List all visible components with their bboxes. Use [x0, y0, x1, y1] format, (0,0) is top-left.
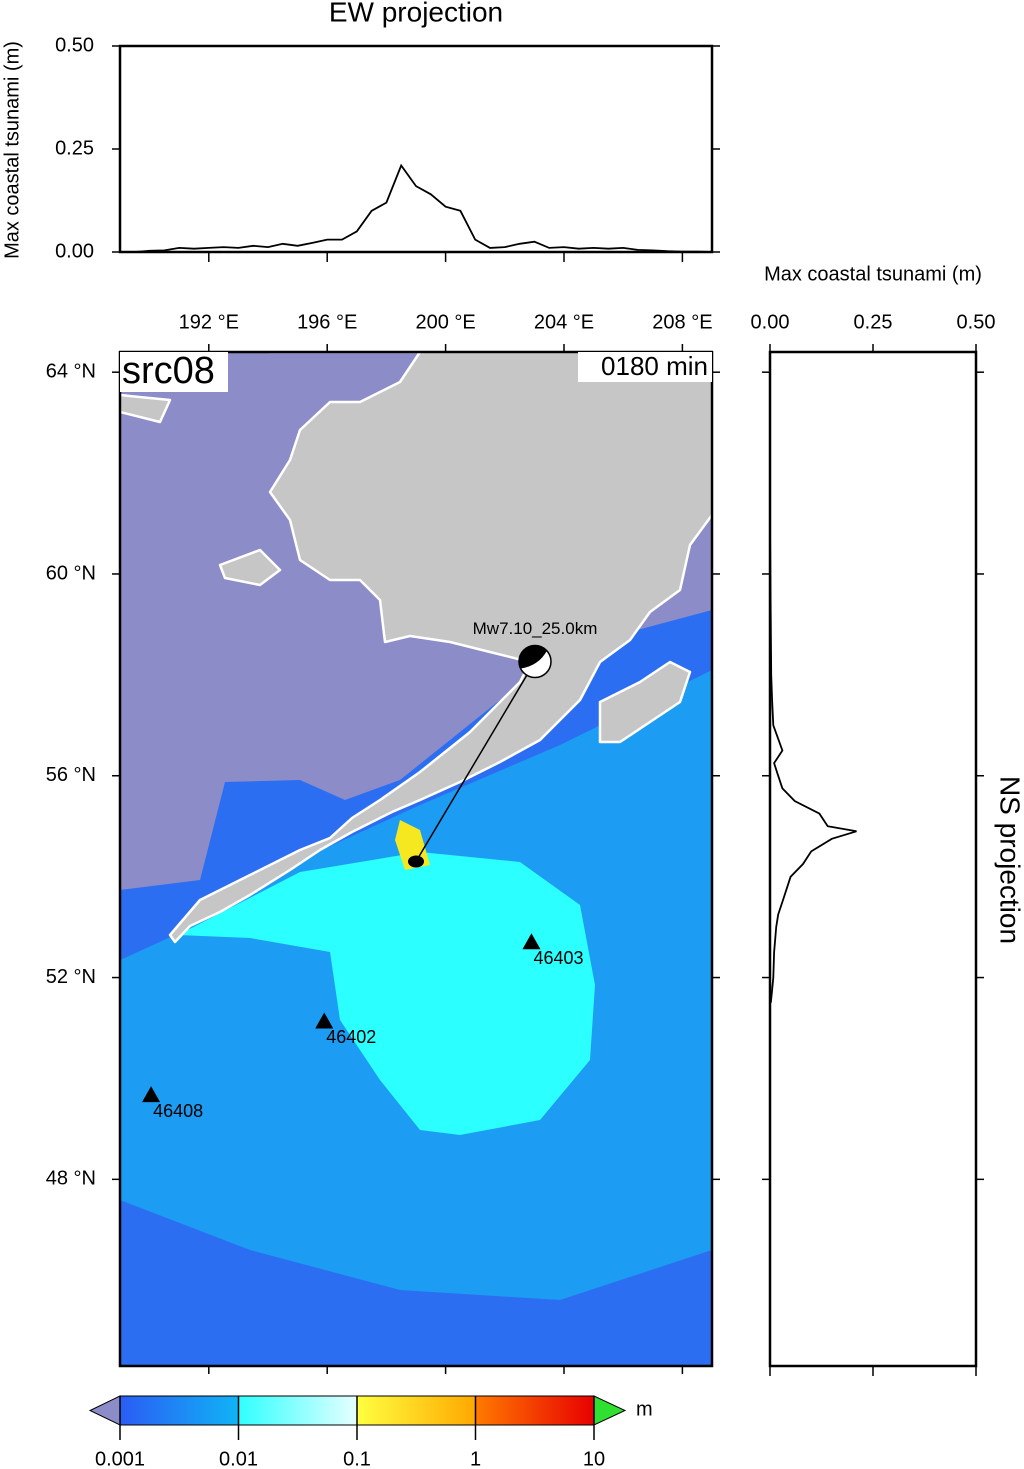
y-tick-label: 64 °N — [46, 360, 96, 382]
time-label-box — [578, 352, 712, 382]
ns-title: NS projection — [995, 776, 1024, 944]
beachball-leader — [415, 661, 536, 862]
panel-label-box — [120, 352, 228, 392]
map-frame — [118, 350, 714, 1368]
x-tick-label: 200 °E — [415, 311, 475, 333]
x-tick-label: 204 °E — [534, 311, 594, 333]
y-tick-label: 56 °N — [46, 764, 96, 786]
colorbar-unit: m — [636, 1398, 653, 1420]
time-label: 0180 min — [601, 351, 708, 381]
map-field — [120, 352, 712, 1366]
ew-title: EW projection — [329, 0, 503, 27]
x-tick-label: 0.25 — [854, 311, 893, 333]
ew-frame — [118, 44, 714, 254]
y-tick-label: 48 °N — [46, 1168, 96, 1190]
x-tick-label: 0.00 — [751, 311, 790, 333]
y-tick-label: 0.25 — [55, 137, 94, 159]
ns-line — [769, 523, 857, 1003]
x-tick-label: 192 °E — [179, 311, 239, 333]
epicenter-label: Mw7.10_25.0km — [473, 619, 598, 638]
colorbar-tick-label: 0.01 — [219, 1448, 258, 1469]
station-label: 46403 — [533, 948, 583, 968]
y-tick-label: 0.50 — [55, 34, 94, 56]
ew-line — [134, 163, 713, 253]
station — [315, 1012, 334, 1029]
station — [142, 1086, 161, 1103]
panel-label: src08 — [122, 350, 215, 392]
x-tick-label: 0.50 — [957, 311, 996, 333]
colorbar-tick-label: 1 — [470, 1448, 481, 1469]
colorbar-under — [88, 1395, 121, 1426]
station — [522, 933, 541, 950]
epicenter — [408, 855, 424, 868]
ew-y-label: Max coastal tsunami (m) — [1, 41, 23, 259]
colorbar-tick-label: 0.1 — [343, 1448, 371, 1469]
x-tick-label: 208 °E — [652, 311, 712, 333]
y-tick-label: 52 °N — [46, 966, 96, 988]
x-tick-label: 196 °E — [297, 311, 357, 333]
ns-frame — [768, 350, 978, 1368]
colorbar-over — [593, 1395, 627, 1426]
y-tick-label: 0.00 — [55, 240, 94, 262]
beachball-quadrant — [519, 645, 547, 669]
y-tick-label: 60 °N — [46, 562, 96, 584]
colorbar-tick-label: 0.001 — [95, 1448, 145, 1469]
ns-x-label: Max coastal tsunami (m) — [764, 263, 982, 285]
station-label: 46408 — [153, 1101, 203, 1121]
station-label: 46402 — [326, 1027, 376, 1047]
colorbar-tick-label: 10 — [583, 1448, 605, 1469]
